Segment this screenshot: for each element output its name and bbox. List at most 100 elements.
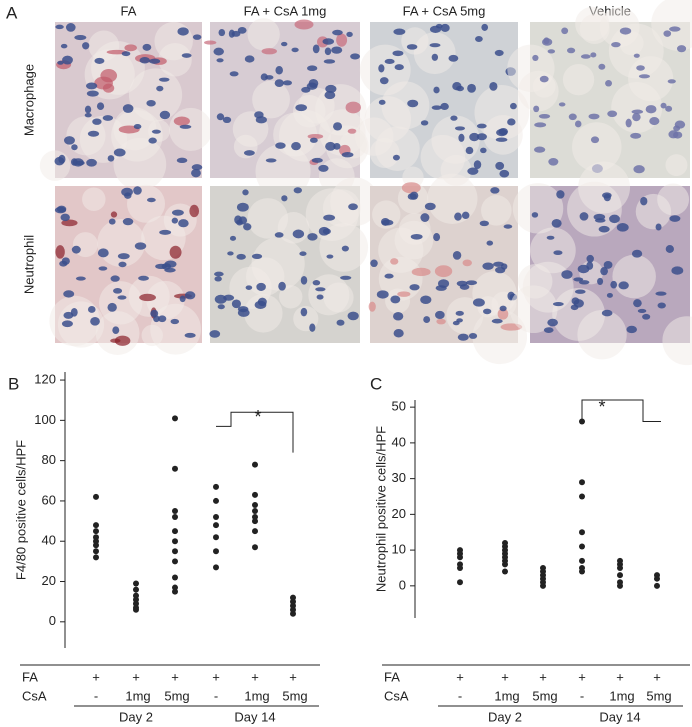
nucleus [440, 23, 450, 32]
nucleus [179, 295, 186, 303]
data-point [172, 514, 178, 521]
nucleus [625, 118, 632, 128]
nucleus [551, 219, 562, 228]
nucleus [610, 280, 618, 289]
nucleus [309, 323, 316, 332]
nucleus [553, 250, 563, 256]
nucleus [657, 302, 666, 309]
nucleus [431, 105, 442, 110]
stain [434, 265, 453, 278]
fa-label: + [653, 669, 661, 684]
data-point [93, 493, 99, 500]
nucleus [121, 51, 131, 57]
data-point [579, 543, 585, 550]
nucleus [392, 50, 404, 57]
nucleus [243, 223, 252, 231]
nucleus [503, 224, 513, 229]
day-label: Day 14 [234, 709, 275, 724]
nucleus [435, 310, 445, 320]
nucleus [645, 105, 657, 114]
nucleus [146, 197, 156, 203]
nucleus [491, 318, 503, 324]
nucleus [671, 266, 684, 275]
csa-label: 1mg [244, 688, 269, 703]
data-point [172, 465, 178, 472]
nucleus [96, 102, 105, 110]
y-tick-label: 40 [392, 434, 406, 449]
nucleus [139, 57, 150, 64]
day-label: Day 2 [119, 709, 153, 724]
nucleus [390, 295, 401, 304]
nucleus [577, 264, 590, 274]
nucleus [475, 35, 483, 43]
nucleus [92, 118, 102, 125]
nucleus [324, 47, 332, 56]
nucleus [384, 273, 394, 279]
data-point [213, 522, 219, 529]
nucleus [333, 122, 343, 131]
nucleus [134, 242, 147, 250]
nucleus [393, 311, 404, 321]
stain [261, 48, 277, 55]
nucleus [60, 43, 68, 49]
nucleus [538, 113, 551, 119]
nucleus [311, 157, 323, 163]
nucleus [227, 251, 234, 256]
nucleus [85, 82, 98, 90]
nucleus [606, 292, 613, 298]
nucleus [331, 46, 343, 54]
nucleus [435, 285, 447, 291]
tissue [512, 183, 564, 234]
csa-label: - [94, 688, 98, 703]
tissue [323, 282, 354, 313]
fa-label: + [92, 669, 100, 684]
data-point [654, 575, 660, 582]
stain [345, 101, 361, 114]
nucleus [539, 75, 549, 83]
nucleus [184, 291, 196, 300]
nucleus [561, 27, 569, 35]
nucleus [668, 130, 679, 139]
nucleus [603, 260, 613, 269]
nucleus [323, 59, 336, 64]
fa-label: + [501, 669, 509, 684]
nucleus [107, 155, 115, 162]
nucleus [177, 27, 189, 36]
stain [436, 318, 446, 325]
nucleus [118, 261, 127, 268]
csa-label: 5mg [282, 688, 307, 703]
nucleus [649, 117, 660, 126]
data-point [172, 538, 178, 545]
y-tick-label: 10 [392, 542, 406, 557]
nucleus [84, 112, 92, 118]
fa-label: + [456, 669, 464, 684]
nucleus [452, 250, 462, 260]
nucleus [611, 42, 621, 48]
tissue [82, 187, 106, 211]
nucleus [480, 147, 487, 154]
significance-star: * [254, 407, 261, 427]
tissue [394, 220, 434, 260]
nucleus [626, 325, 637, 334]
nucleus [148, 58, 161, 64]
csa-label: 1mg [494, 688, 519, 703]
y-tick-label: 20 [42, 573, 56, 588]
nucleus [113, 288, 123, 294]
tissue [472, 309, 528, 365]
data-point [617, 582, 623, 589]
nucleus [122, 218, 134, 226]
y-tick-label: 20 [392, 506, 406, 521]
nucleus [379, 77, 389, 85]
nucleus [236, 253, 246, 260]
nucleus [231, 30, 241, 37]
nucleus [65, 23, 76, 32]
nucleus [223, 294, 235, 301]
nucleus [378, 99, 386, 105]
stain [347, 128, 357, 134]
nucleus [238, 216, 248, 225]
nucleus [548, 157, 559, 166]
nucleus [350, 53, 360, 60]
nucleus [341, 152, 354, 158]
nucleus [148, 137, 157, 144]
